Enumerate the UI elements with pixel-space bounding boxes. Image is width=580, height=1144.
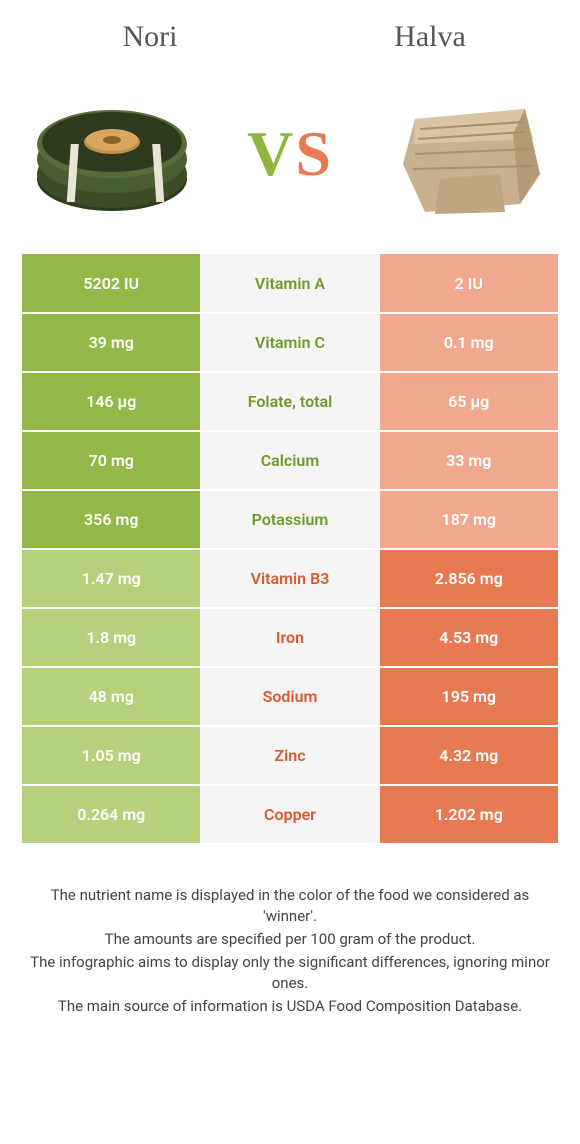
- vs-label: VS: [247, 117, 333, 191]
- nutrient-name-cell: Copper: [200, 785, 379, 844]
- nutrient-name-cell: Folate, total: [200, 372, 379, 431]
- right-value-cell: 4.53 mg: [380, 608, 559, 667]
- table-row: 1.47 mgVitamin B32.856 mg: [22, 549, 558, 608]
- nutrient-name-cell: Vitamin A: [200, 254, 379, 313]
- left-value-cell: 1.47 mg: [22, 549, 200, 608]
- right-value-cell: 0.1 mg: [380, 313, 559, 372]
- left-value-cell: 5202 IU: [22, 254, 200, 313]
- right-value-cell: 2 IU: [380, 254, 559, 313]
- footer-notes: The nutrient name is displayed in the co…: [0, 845, 580, 1039]
- footer-line-4: The main source of information is USDA F…: [30, 996, 550, 1017]
- table-row: 5202 IUVitamin A2 IU: [22, 254, 558, 313]
- right-value-cell: 4.32 mg: [380, 726, 559, 785]
- footer-line-3: The infographic aims to display only the…: [30, 952, 550, 994]
- right-value-cell: 33 mg: [380, 431, 559, 490]
- table-row: 39 mgVitamin C0.1 mg: [22, 313, 558, 372]
- nori-image: [30, 84, 195, 224]
- infographic-container: Nori Halva VS: [0, 0, 580, 1039]
- right-value-cell: 187 mg: [380, 490, 559, 549]
- left-value-cell: 1.8 mg: [22, 608, 200, 667]
- vs-s-letter: S: [295, 118, 333, 189]
- table-row: 70 mgCalcium33 mg: [22, 431, 558, 490]
- left-value-cell: 39 mg: [22, 313, 200, 372]
- table-row: 356 mgPotassium187 mg: [22, 490, 558, 549]
- nutrient-name-cell: Vitamin B3: [200, 549, 379, 608]
- table-row: 48 mgSodium195 mg: [22, 667, 558, 726]
- table-row: 1.8 mgIron4.53 mg: [22, 608, 558, 667]
- left-value-cell: 356 mg: [22, 490, 200, 549]
- left-value-cell: 48 mg: [22, 667, 200, 726]
- images-row: VS: [0, 64, 580, 254]
- left-value-cell: 70 mg: [22, 431, 200, 490]
- right-value-cell: 195 mg: [380, 667, 559, 726]
- right-food-title: Halva: [290, 20, 570, 54]
- right-value-cell: 65 µg: [380, 372, 559, 431]
- left-food-title: Nori: [10, 20, 290, 54]
- nutrient-table: 5202 IUVitamin A2 IU39 mgVitamin C0.1 mg…: [22, 254, 558, 845]
- vs-v-letter: V: [247, 118, 295, 189]
- nutrient-name-cell: Zinc: [200, 726, 379, 785]
- table-row: 0.264 mgCopper1.202 mg: [22, 785, 558, 844]
- right-value-cell: 1.202 mg: [380, 785, 559, 844]
- right-value-cell: 2.856 mg: [380, 549, 559, 608]
- halva-image: [385, 84, 550, 224]
- nutrient-name-cell: Calcium: [200, 431, 379, 490]
- left-value-cell: 0.264 mg: [22, 785, 200, 844]
- nutrient-name-cell: Sodium: [200, 667, 379, 726]
- footer-line-2: The amounts are specified per 100 gram o…: [30, 929, 550, 950]
- nutrient-name-cell: Iron: [200, 608, 379, 667]
- left-value-cell: 1.05 mg: [22, 726, 200, 785]
- nutrient-name-cell: Vitamin C: [200, 313, 379, 372]
- table-row: 146 µgFolate, total65 µg: [22, 372, 558, 431]
- header-row: Nori Halva: [0, 0, 580, 64]
- footer-line-1: The nutrient name is displayed in the co…: [30, 885, 550, 927]
- left-value-cell: 146 µg: [22, 372, 200, 431]
- nutrient-name-cell: Potassium: [200, 490, 379, 549]
- table-row: 1.05 mgZinc4.32 mg: [22, 726, 558, 785]
